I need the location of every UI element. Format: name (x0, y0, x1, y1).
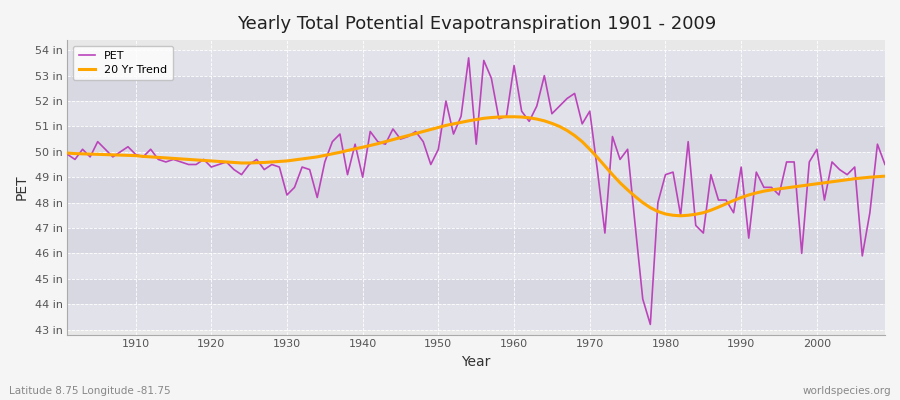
Bar (68, 304, 885, 330)
Bar (68, 177, 885, 202)
Bar (68, 76, 885, 101)
20 Yr Trend (608, 172, 618, 177)
Legend: PET, 20 Yr Trend: PET, 20 Yr Trend (73, 46, 173, 80)
20 Yr Trend (335, 150, 346, 155)
20 Yr Trend (62, 151, 73, 156)
20 Yr Trend (879, 174, 890, 178)
Text: Latitude 8.75 Longitude -81.75: Latitude 8.75 Longitude -81.75 (9, 386, 171, 396)
20 Yr Trend (122, 153, 133, 158)
20 Yr Trend (289, 158, 300, 162)
Bar (68, 228, 885, 253)
Title: Yearly Total Potential Evapotranspiration 1901 - 2009: Yearly Total Potential Evapotranspiratio… (237, 15, 716, 33)
20 Yr Trend (508, 114, 519, 119)
PET (464, 56, 474, 60)
PET (62, 152, 73, 157)
Bar (68, 50, 885, 76)
20 Yr Trend (501, 114, 512, 119)
20 Yr Trend (517, 115, 527, 120)
Bar (68, 152, 885, 177)
Bar (68, 279, 885, 304)
20 Yr Trend (675, 213, 686, 218)
Text: worldspecies.org: worldspecies.org (803, 386, 891, 396)
Line: PET: PET (68, 58, 885, 324)
PET (879, 162, 890, 167)
PET (289, 185, 300, 190)
PET (645, 322, 656, 327)
PET (517, 109, 527, 114)
PET (508, 63, 519, 68)
PET (608, 134, 618, 139)
Line: 20 Yr Trend: 20 Yr Trend (68, 117, 885, 216)
PET (122, 144, 133, 149)
Bar (68, 101, 885, 126)
X-axis label: Year: Year (462, 355, 490, 369)
Bar (68, 202, 885, 228)
Bar (68, 126, 885, 152)
Y-axis label: PET: PET (15, 174, 29, 200)
Bar (68, 253, 885, 279)
PET (335, 132, 346, 136)
